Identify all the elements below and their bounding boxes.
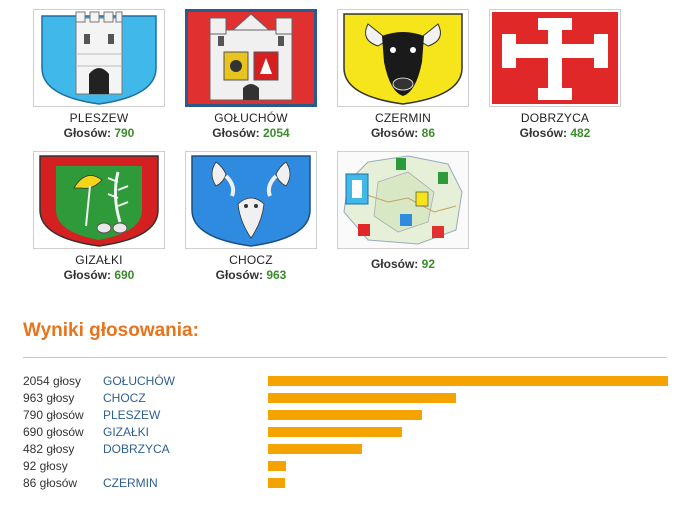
- vote-label: Głosów:: [63, 126, 111, 140]
- result-bar: [268, 444, 362, 454]
- result-count: 963 głosy: [23, 391, 75, 405]
- vote-count: Głosów: 690: [33, 268, 165, 282]
- vote-number: 86: [421, 126, 436, 140]
- result-row: 86 głosów CZERMIN: [23, 475, 673, 492]
- gizalki-coat-of-arms-icon[interactable]: [33, 151, 165, 249]
- vote-label: Głosów:: [63, 268, 111, 282]
- result-name-link[interactable]: DOBRZYCA: [103, 442, 170, 456]
- vote-count: Głosów: 963: [185, 268, 317, 282]
- czermin-coat-of-arms-icon[interactable]: [337, 9, 469, 107]
- vote-number: 2054: [262, 126, 290, 140]
- vote-count: Głosów: 790: [33, 126, 165, 140]
- candidate-card-dobrzyca[interactable]: DOBRZYCA Głosów: 482: [489, 9, 621, 140]
- result-name-link[interactable]: GOŁUCHÓW: [103, 374, 175, 388]
- result-row: 690 głosów GIZAŁKI: [23, 424, 673, 441]
- results-title: Wyniki głosowania:: [23, 320, 199, 341]
- candidate-name: PLESZEW: [69, 111, 129, 125]
- result-name-link[interactable]: CZERMIN: [103, 476, 158, 490]
- result-count: 2054 głosy: [23, 374, 82, 388]
- divider: [23, 357, 667, 358]
- candidate-card-chocz[interactable]: CHOCZ Głosów: 963: [185, 151, 317, 282]
- result-row: 92 głosy: [23, 458, 673, 475]
- goluchow-coat-of-arms-icon[interactable]: [185, 9, 317, 107]
- result-count: 690 głosów: [23, 425, 84, 439]
- candidate-name: GOŁUCHÓW: [214, 111, 288, 125]
- result-count: 790 głosów: [23, 408, 84, 422]
- result-bar: [268, 376, 668, 386]
- vote-label: Głosów:: [370, 126, 419, 140]
- vote-count: Głosów: 92: [337, 257, 469, 271]
- results-list: 2054 głosy GOŁUCHÓW 963 głosy CHOCZ 790 …: [23, 373, 673, 492]
- vote-count: Głosów: 482: [489, 126, 621, 140]
- result-name-link[interactable]: GIZAŁKI: [103, 425, 150, 439]
- result-bar: [268, 410, 422, 420]
- candidate-card-czermin[interactable]: CZERMIN Głosów: 86: [337, 9, 469, 140]
- vote-label: Głosów:: [519, 126, 567, 140]
- vote-label: Głosów:: [215, 268, 263, 282]
- vote-label: Głosów:: [370, 257, 419, 271]
- chocz-coat-of-arms-icon[interactable]: [185, 151, 317, 249]
- result-count: 86 głosów: [23, 476, 78, 490]
- vote-count: Głosów: 2054: [185, 126, 317, 140]
- candidate-name: CZERMIN: [374, 111, 432, 125]
- county-map-icon[interactable]: [337, 151, 469, 249]
- result-bar: [268, 393, 456, 403]
- result-bar: [268, 461, 286, 471]
- result-row: 963 głosy CHOCZ: [23, 390, 673, 407]
- dobrzyca-coat-of-arms-icon[interactable]: [489, 9, 621, 107]
- vote-number: 790: [114, 126, 135, 140]
- vote-number: 482: [570, 126, 591, 140]
- result-count: 92 głosy: [23, 459, 68, 473]
- vote-number: 963: [266, 268, 287, 282]
- candidate-name: CHOCZ: [229, 253, 273, 267]
- result-row: 482 głosy DOBRZYCA: [23, 441, 673, 458]
- candidate-name: GIZAŁKI: [75, 253, 123, 267]
- result-row: 2054 głosy GOŁUCHÓW: [23, 373, 673, 390]
- candidate-name: DOBRZYCA: [520, 111, 590, 125]
- candidate-card-goluchow[interactable]: GOŁUCHÓW Głosów: 2054: [185, 9, 317, 140]
- result-bar: [268, 478, 285, 488]
- result-row: 790 głosów PLESZEW: [23, 407, 673, 424]
- vote-number: 690: [114, 268, 135, 282]
- candidate-card-pleszew[interactable]: PLESZEW Głosów: 790: [33, 9, 165, 140]
- candidate-card-county-map[interactable]: Głosów: 92: [337, 151, 469, 271]
- result-name-link[interactable]: CHOCZ: [103, 391, 146, 405]
- pleszew-coat-of-arms-icon[interactable]: [33, 9, 165, 107]
- vote-count: Głosów: 86: [337, 126, 469, 140]
- result-bar: [268, 427, 402, 437]
- result-count: 482 głosy: [23, 442, 75, 456]
- candidate-card-gizalki[interactable]: GIZAŁKI Głosów: 690: [33, 151, 165, 282]
- vote-label: Głosów:: [212, 126, 260, 140]
- vote-number: 92: [421, 257, 436, 271]
- result-name-link[interactable]: PLESZEW: [103, 408, 161, 422]
